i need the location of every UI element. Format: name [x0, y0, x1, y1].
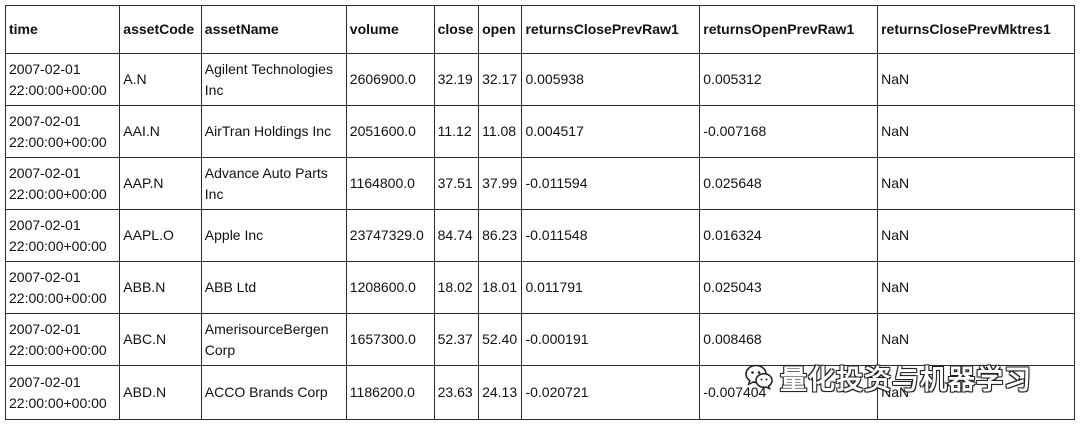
- cell-asset-code: ABC.N: [119, 313, 202, 366]
- cell-time: 2007-02-01 22:00:00+00:00: [5, 365, 121, 420]
- header-returns-open-prev-raw1: returnsOpenPrevRaw1: [699, 5, 879, 54]
- cell-time-date: 2007-02-01: [9, 216, 81, 233]
- cell-volume: 1186200.0: [345, 365, 435, 420]
- cell-time: 2007-02-01 22:00:00+00:00: [5, 105, 121, 158]
- cell-open: 18.01: [478, 261, 523, 314]
- cell-returns-close-prev-mktres1: NaN: [877, 313, 1075, 366]
- cell-open: 24.13: [478, 365, 523, 420]
- cell-time-clock: 22:00:00+00:00: [9, 394, 107, 411]
- cell-asset-name: Agilent Technologies Inc: [200, 53, 347, 106]
- cell-asset-name: Apple Inc: [200, 209, 347, 262]
- cell-returns-close-prev-mktres1: NaN: [877, 209, 1075, 262]
- cell-time-date: 2007-02-01: [9, 268, 81, 285]
- table-row: 2007-02-01 22:00:00+00:00 AAI.N AirTran H…: [5, 105, 1075, 158]
- table-row: 2007-02-01 22:00:00+00:00 ABD.N ACCO Bran…: [5, 365, 1075, 420]
- cell-returns-open-prev-raw1: 0.025043: [699, 261, 879, 314]
- cell-returns-open-prev-raw1: 0.005312: [699, 53, 879, 106]
- cell-returns-open-prev-raw1: -0.007404: [699, 365, 879, 420]
- cell-asset-code: A.N: [119, 53, 202, 106]
- cell-time-clock: 22:00:00+00:00: [9, 289, 107, 306]
- header-volume: volume: [345, 5, 435, 54]
- cell-time: 2007-02-01 22:00:00+00:00: [5, 209, 121, 262]
- cell-time-date: 2007-02-01: [9, 60, 81, 77]
- cell-returns-close-prev-raw1: 0.011791: [521, 261, 701, 314]
- cell-returns-close-prev-raw1: -0.011594: [521, 157, 701, 210]
- cell-returns-open-prev-raw1: 0.008468: [699, 313, 879, 366]
- cell-time-date: 2007-02-01: [9, 112, 81, 129]
- cell-returns-close-prev-raw1: -0.020721: [521, 365, 701, 420]
- cell-returns-close-prev-mktres1: NaN: [877, 157, 1075, 210]
- cell-asset-name: ACCO Brands Corp: [200, 365, 347, 420]
- cell-open: 86.23: [478, 209, 523, 262]
- cell-asset-code: AAPL.O: [119, 209, 202, 262]
- table-row: 2007-02-01 22:00:00+00:00 AAPL.O Apple In…: [5, 209, 1075, 262]
- cell-volume: 1164800.0: [345, 157, 435, 210]
- cell-returns-close-prev-mktres1: NaN: [877, 365, 1075, 420]
- table-row: 2007-02-01 22:00:00+00:00 ABB.N ABB Ltd 1…: [5, 261, 1075, 314]
- cell-returns-close-prev-raw1: -0.011548: [521, 209, 701, 262]
- cell-time-date: 2007-02-01: [9, 320, 81, 337]
- data-table: time assetCode assetName volume close op…: [5, 5, 1075, 420]
- cell-asset-code: AAP.N: [119, 157, 202, 210]
- cell-asset-name: AirTran Holdings Inc: [200, 105, 347, 158]
- cell-volume: 1208600.0: [345, 261, 435, 314]
- header-close: close: [433, 5, 480, 54]
- cell-time-date: 2007-02-01: [9, 164, 81, 181]
- cell-close: 18.02: [433, 261, 480, 314]
- cell-time-clock: 22:00:00+00:00: [9, 341, 107, 358]
- cell-time-clock: 22:00:00+00:00: [9, 133, 107, 150]
- cell-close: 37.51: [433, 157, 480, 210]
- header-time: time: [5, 5, 121, 54]
- cell-time: 2007-02-01 22:00:00+00:00: [5, 313, 121, 366]
- cell-returns-close-prev-raw1: 0.004517: [521, 105, 701, 158]
- table-row: 2007-02-01 22:00:00+00:00 ABC.N Amerisour…: [5, 313, 1075, 366]
- cell-returns-close-prev-raw1: 0.005938: [521, 53, 701, 106]
- header-open: open: [478, 5, 523, 54]
- header-returns-close-prev-raw1: returnsClosePrevRaw1: [521, 5, 701, 54]
- cell-time: 2007-02-01 22:00:00+00:00: [5, 157, 121, 210]
- cell-time: 2007-02-01 22:00:00+00:00: [5, 261, 121, 314]
- cell-close: 11.12: [433, 105, 480, 158]
- cell-open: 32.17: [478, 53, 523, 106]
- cell-close: 23.63: [433, 365, 480, 420]
- cell-time: 2007-02-01 22:00:00+00:00: [5, 53, 121, 106]
- cell-close: 52.37: [433, 313, 480, 366]
- cell-volume: 23747329.0: [345, 209, 435, 262]
- table-row: 2007-02-01 22:00:00+00:00 AAP.N Advance A…: [5, 157, 1075, 210]
- cell-returns-open-prev-raw1: 0.016324: [699, 209, 879, 262]
- header-row: time assetCode assetName volume close op…: [5, 5, 1075, 54]
- table-row: 2007-02-01 22:00:00+00:00 A.N Agilent Tec…: [5, 53, 1075, 106]
- cell-returns-close-prev-mktres1: NaN: [877, 53, 1075, 106]
- cell-time-clock: 22:00:00+00:00: [9, 185, 107, 202]
- cell-asset-code: AAI.N: [119, 105, 202, 158]
- cell-returns-close-prev-raw1: -0.000191: [521, 313, 701, 366]
- header-asset-name: assetName: [200, 5, 347, 54]
- cell-close: 84.74: [433, 209, 480, 262]
- cell-volume: 1657300.0: [345, 313, 435, 366]
- cell-open: 11.08: [478, 105, 523, 158]
- cell-open: 52.40: [478, 313, 523, 366]
- cell-asset-name: ABB Ltd: [200, 261, 347, 314]
- cell-time-clock: 22:00:00+00:00: [9, 81, 107, 98]
- cell-asset-name: Advance Auto Parts Inc: [200, 157, 347, 210]
- cell-close: 32.19: [433, 53, 480, 106]
- cell-time-date: 2007-02-01: [9, 373, 81, 390]
- cell-time-clock: 22:00:00+00:00: [9, 237, 107, 254]
- cell-returns-close-prev-mktres1: NaN: [877, 261, 1075, 314]
- cell-returns-close-prev-mktres1: NaN: [877, 105, 1075, 158]
- cell-asset-name: AmerisourceBergen Corp: [200, 313, 347, 366]
- cell-returns-open-prev-raw1: -0.007168: [699, 105, 879, 158]
- cell-volume: 2051600.0: [345, 105, 435, 158]
- cell-asset-code: ABD.N: [119, 365, 202, 420]
- cell-asset-code: ABB.N: [119, 261, 202, 314]
- cell-returns-open-prev-raw1: 0.025648: [699, 157, 879, 210]
- header-asset-code: assetCode: [119, 5, 202, 54]
- cell-open: 37.99: [478, 157, 523, 210]
- header-returns-close-prev-mktres1: returnsClosePrevMktres1: [877, 5, 1075, 54]
- cell-volume: 2606900.0: [345, 53, 435, 106]
- data-table-frame: time assetCode assetName volume close op…: [5, 5, 1075, 429]
